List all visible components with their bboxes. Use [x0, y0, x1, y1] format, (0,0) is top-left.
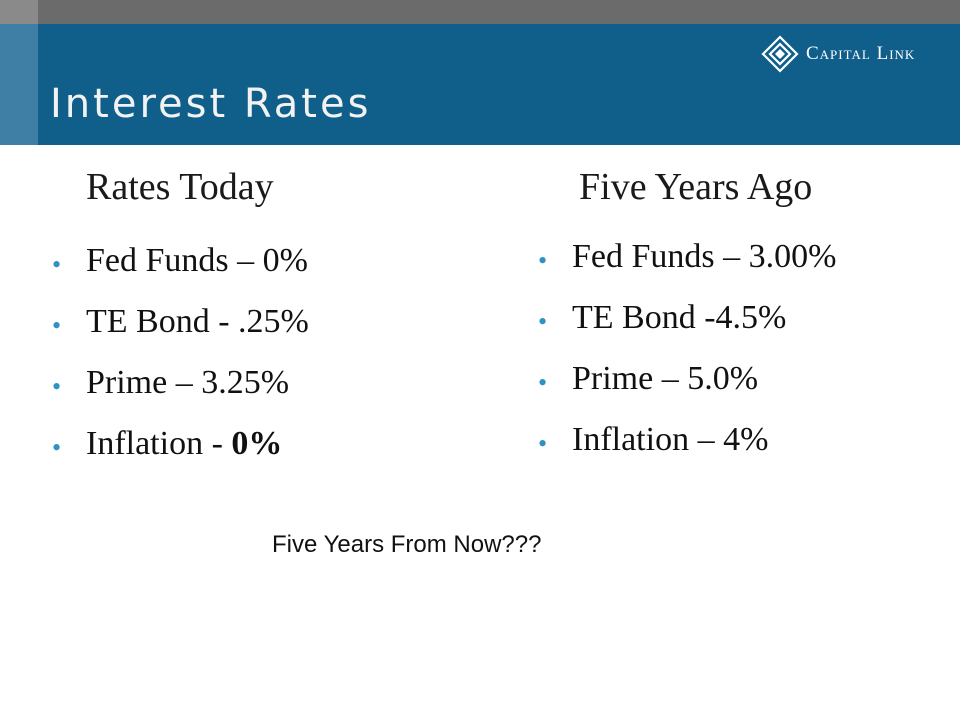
footer-question: Five Years From Now??? [272, 531, 542, 558]
five-years-ago-list: • Fed Funds – 3.00% • TE Bond -4.5% • Prime… [538, 240, 836, 484]
list-item: • Inflation – 4% [538, 423, 836, 484]
item-text: Inflation - [86, 425, 232, 462]
list-item: • Prime – 3.25% [52, 366, 309, 427]
item-text: Prime – 3.25% [86, 364, 290, 401]
list-item: • Fed Funds – 0% [52, 244, 309, 305]
rates-today-heading: Rates Today [86, 166, 274, 208]
bullet-icon: • [538, 246, 548, 275]
list-item: • Inflation - 0% [52, 427, 309, 488]
item-text: Inflation – 4% [572, 421, 769, 458]
rates-today-list: • Fed Funds – 0% • TE Bond - .25% • Prime –… [52, 244, 309, 488]
list-item: • TE Bond -4.5% [538, 301, 836, 362]
title-banner [0, 24, 960, 145]
item-text: Prime – 5.0% [572, 360, 759, 397]
item-text: Fed Funds – 0% [86, 242, 308, 279]
bullet-icon: • [52, 311, 62, 340]
top-bar [0, 0, 960, 24]
bullet-icon: • [52, 433, 62, 462]
five-years-ago-heading: Five Years Ago [579, 166, 813, 208]
bullet-icon: • [538, 429, 548, 458]
diamond-logo-icon [761, 35, 799, 73]
item-text: TE Bond -4.5% [572, 299, 787, 336]
brand-logo: Capital Link [760, 34, 915, 74]
bullet-icon: • [52, 250, 62, 279]
bullet-icon: • [538, 307, 548, 336]
item-emphasis: 0% [231, 425, 283, 462]
top-bar-accent [0, 0, 38, 24]
item-text: Fed Funds – 3.00% [572, 238, 837, 275]
list-item: • TE Bond - .25% [52, 305, 309, 366]
list-item: • Fed Funds – 3.00% [538, 240, 836, 301]
banner-accent [0, 24, 38, 145]
bullet-icon: • [52, 372, 62, 401]
bullet-icon: • [538, 368, 548, 397]
list-item: • Prime – 5.0% [538, 362, 836, 423]
item-text: TE Bond - .25% [86, 303, 309, 340]
brand-name: Capital Link [806, 43, 916, 64]
slide-title: Interest Rates [50, 81, 372, 127]
